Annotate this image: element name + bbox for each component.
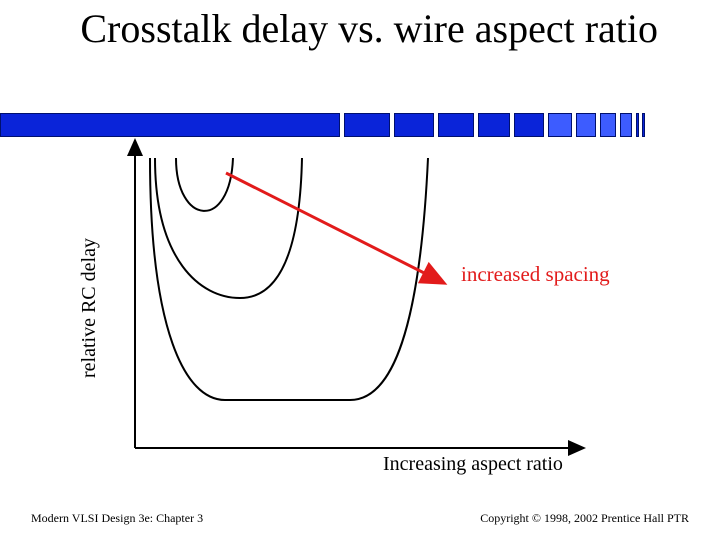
accent-bar-segment bbox=[548, 113, 576, 137]
delay-curve-middle bbox=[154, 157, 303, 300]
footer-left: Modern VLSI Design 3e: Chapter 3 bbox=[31, 511, 204, 525]
accent-bar-segment bbox=[0, 113, 344, 137]
accent-bar-segment bbox=[636, 113, 639, 137]
accent-bar-segment bbox=[344, 113, 394, 137]
footer-right: Copyright © 1998, 2002 Prentice Hall PTR bbox=[480, 511, 689, 525]
arrow-label: increased spacing bbox=[461, 262, 610, 286]
accent-bar-segment bbox=[576, 113, 600, 137]
title-accent-bar bbox=[0, 113, 648, 137]
accent-bar-segment bbox=[642, 113, 645, 137]
delay-curve-wide bbox=[149, 157, 429, 401]
delay-curve-narrow bbox=[175, 157, 234, 212]
y-axis-label: relative RC delay bbox=[78, 238, 100, 378]
accent-bar-segment bbox=[478, 113, 514, 137]
accent-bar-segment bbox=[600, 113, 620, 137]
accent-bar-segment bbox=[438, 113, 478, 137]
slide-title: Crosstalk delay vs. wire aspect ratio bbox=[80, 6, 658, 51]
accent-bar-segment bbox=[394, 113, 438, 137]
accent-bar-segment bbox=[620, 113, 636, 137]
accent-bar-segment bbox=[514, 113, 548, 137]
increased-spacing-arrow bbox=[225, 171, 448, 285]
x-axis-label: Increasing aspect ratio bbox=[383, 453, 563, 475]
